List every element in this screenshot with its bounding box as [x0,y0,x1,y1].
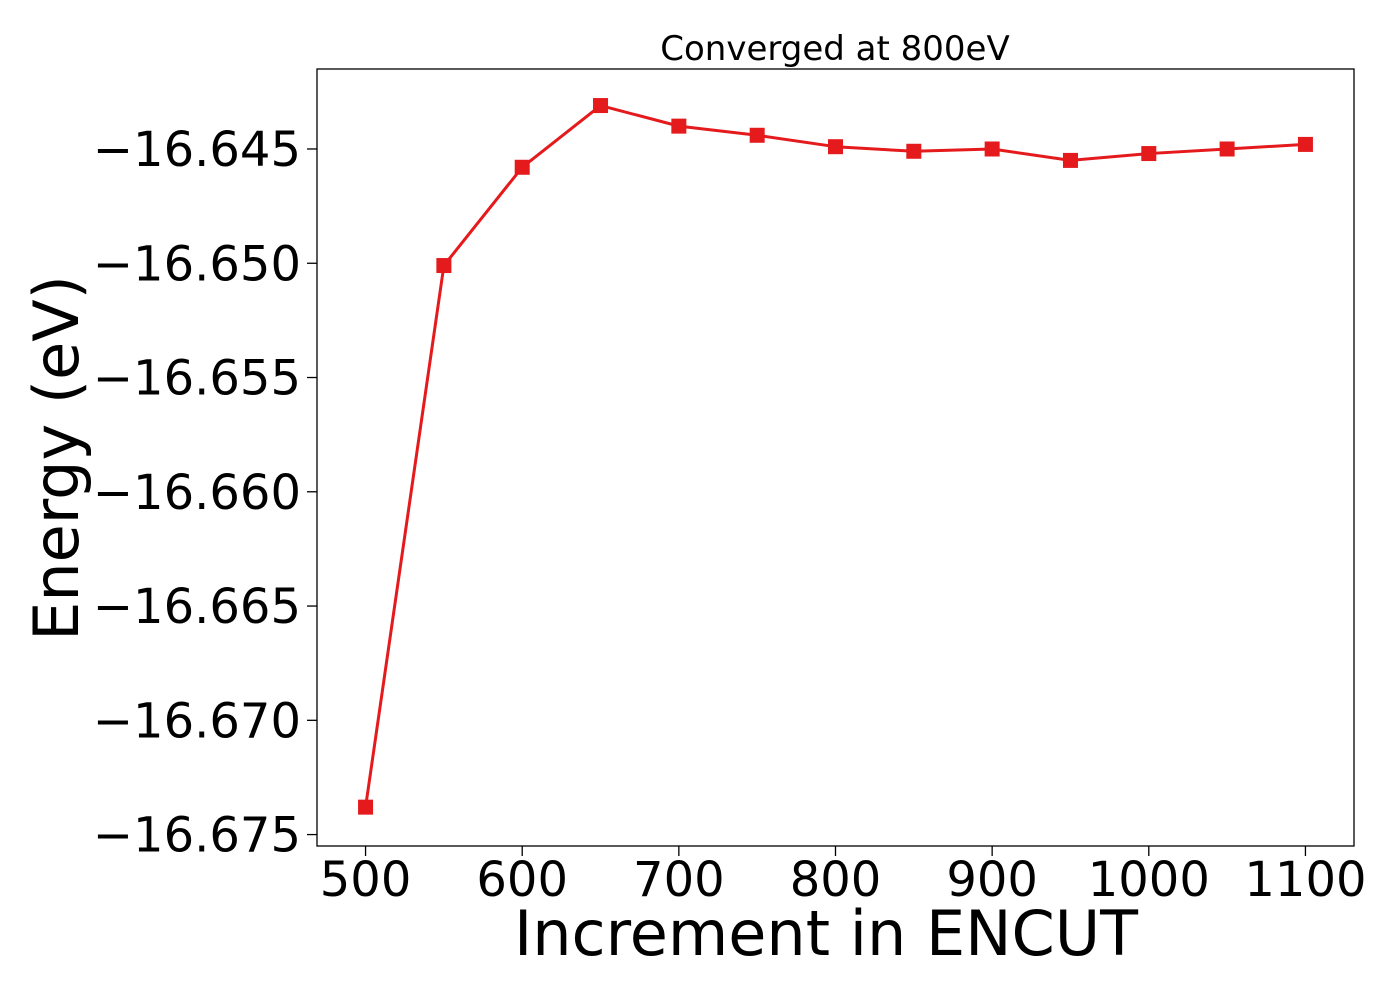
data-point-marker [436,258,452,274]
x-tick-label: 700 [633,852,725,908]
series-layer [358,98,1313,815]
y-axis-ticks: −16.645 −16.650 −16.655 −16.660 −16.665 −16.6… [93,122,317,864]
data-point-marker [1141,146,1157,162]
y-tick-label: −16.650 [93,236,301,292]
data-point-marker [671,118,687,134]
data-point-marker [593,98,609,114]
y-tick-label: −16.645 [93,122,301,178]
data-point-marker [828,139,843,155]
chart-title: Converged at 800eV [660,29,1009,69]
y-tick-label: −16.655 [93,351,301,407]
y-tick-label: −16.665 [93,579,301,635]
data-point-marker [1219,141,1235,157]
x-tick-label: 1100 [1244,852,1366,908]
x-tick-label: 1000 [1088,852,1210,908]
data-point-marker [906,143,922,159]
data-point-marker [984,141,1000,157]
data-point-marker [749,127,765,143]
x-axis-title: Increment in ENCUT [514,897,1139,970]
data-point-marker [358,799,374,815]
y-tick-label: −16.675 [93,808,301,864]
data-point-marker [514,159,530,175]
data-point-marker [1297,136,1313,152]
x-tick-label: 500 [320,852,412,908]
y-axis-title: Energy (eV) [20,275,93,641]
data-point-marker [1062,152,1078,168]
plot-area-frame [316,68,1355,847]
x-tick-label: 800 [790,852,882,908]
x-tick-label: 600 [476,852,568,908]
y-tick-label: −16.670 [93,693,301,749]
x-axis-ticks: 500 600 700 800 900 1000 1100 [320,846,1367,908]
x-tick-label: 900 [946,852,1038,908]
y-tick-label: −16.660 [93,465,301,521]
